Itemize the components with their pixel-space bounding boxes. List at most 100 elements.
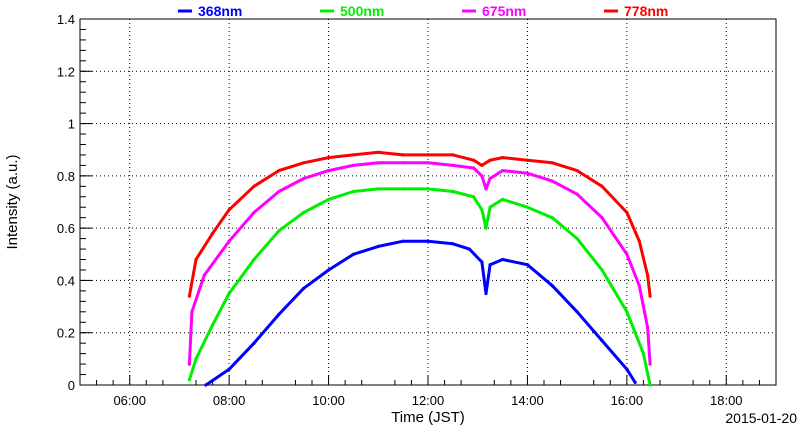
data-point (646, 273, 650, 277)
data-point (227, 367, 231, 371)
data-point (426, 161, 430, 165)
data-point (302, 286, 306, 290)
data-point (376, 187, 380, 191)
x-tick-label: 12:00 (412, 393, 445, 408)
series-layer (187, 150, 652, 387)
data-point (227, 291, 231, 296)
series-500nm (187, 187, 652, 387)
data-point (302, 210, 306, 215)
data-point (451, 153, 455, 157)
legend: 368nm 500nm 675nm 778nm (178, 3, 668, 19)
data-point (648, 362, 652, 366)
data-point (501, 197, 505, 201)
data-point (426, 187, 430, 191)
data-point (501, 169, 505, 173)
series-778nm (187, 150, 652, 298)
data-point (648, 383, 652, 387)
data-point (401, 187, 405, 191)
y-tick-label: 1.4 (57, 12, 75, 27)
axis-ticks: 06:00 08:00 10:00 12:00 14:00 16:00 18:00 0 0.2 0… (57, 12, 760, 408)
data-point (472, 158, 476, 162)
data-point (451, 163, 455, 167)
x-tick-label: 16:00 (611, 393, 644, 408)
data-point (472, 195, 476, 199)
x-axis-title: Time (JST) (391, 409, 465, 426)
data-point (277, 312, 281, 316)
data-point (637, 284, 641, 288)
series-line (205, 239, 637, 387)
y-tick-label: 0.8 (57, 169, 75, 184)
data-point (550, 161, 554, 165)
x-tick-label: 14:00 (511, 393, 544, 408)
data-point (252, 341, 256, 345)
data-point (327, 169, 331, 173)
data-point (467, 247, 471, 251)
series-675nm (187, 161, 652, 366)
data-point (488, 205, 492, 209)
data-point (501, 156, 505, 160)
data-point (472, 166, 476, 170)
data-point (277, 189, 281, 194)
x-tick-label: 18:00 (710, 393, 743, 408)
data-point (625, 210, 629, 215)
data-point (202, 273, 206, 277)
data-point (625, 252, 629, 256)
data-point (600, 184, 604, 188)
data-point (351, 163, 355, 167)
data-point (484, 291, 488, 296)
data-point (600, 216, 604, 220)
data-point (426, 239, 430, 243)
data-point (480, 174, 484, 178)
data-point (550, 179, 554, 183)
legend-label: 368nm (198, 3, 242, 19)
data-point (637, 239, 641, 243)
data-point (227, 208, 231, 212)
data-point (625, 367, 629, 371)
data-point (484, 226, 488, 230)
series-368nm (204, 239, 637, 387)
data-point (327, 156, 331, 160)
data-point (376, 244, 380, 248)
date-label: 2015-01-20 (725, 410, 797, 426)
data-point (302, 161, 306, 165)
data-point (351, 189, 355, 194)
data-point (277, 229, 281, 233)
x-tick-label: 10:00 (312, 393, 345, 408)
legend-label: 500nm (340, 3, 384, 19)
data-point (227, 239, 231, 243)
data-point (451, 189, 455, 194)
series-line (187, 150, 652, 297)
data-point (351, 252, 355, 256)
data-point (550, 216, 554, 220)
data-point (488, 263, 492, 267)
data-point (480, 260, 484, 264)
plot-frame (79, 18, 777, 386)
data-point (525, 263, 530, 267)
data-point (277, 169, 281, 173)
data-point (488, 176, 492, 181)
y-tick-label: 0.6 (57, 221, 75, 236)
data-point (187, 362, 191, 366)
data-point (646, 325, 650, 330)
data-point (401, 153, 405, 157)
data-point (187, 294, 191, 298)
x-tick-label: 06:00 (113, 393, 146, 408)
data-point (376, 161, 380, 165)
x-tick-label: 08:00 (213, 393, 246, 408)
data-point (401, 161, 405, 165)
data-point (600, 339, 604, 343)
data-point (194, 357, 198, 361)
series-line (187, 187, 652, 386)
data-point (575, 169, 579, 173)
grid (80, 18, 776, 386)
data-point (633, 380, 637, 384)
data-point (194, 257, 198, 262)
data-point (252, 257, 256, 262)
y-tick-label: 1 (68, 117, 75, 132)
data-point (204, 383, 208, 387)
data-point (525, 205, 530, 209)
data-point (625, 310, 629, 314)
y-tick-label: 0 (68, 378, 75, 393)
data-point (600, 268, 604, 272)
data-point (575, 310, 579, 314)
